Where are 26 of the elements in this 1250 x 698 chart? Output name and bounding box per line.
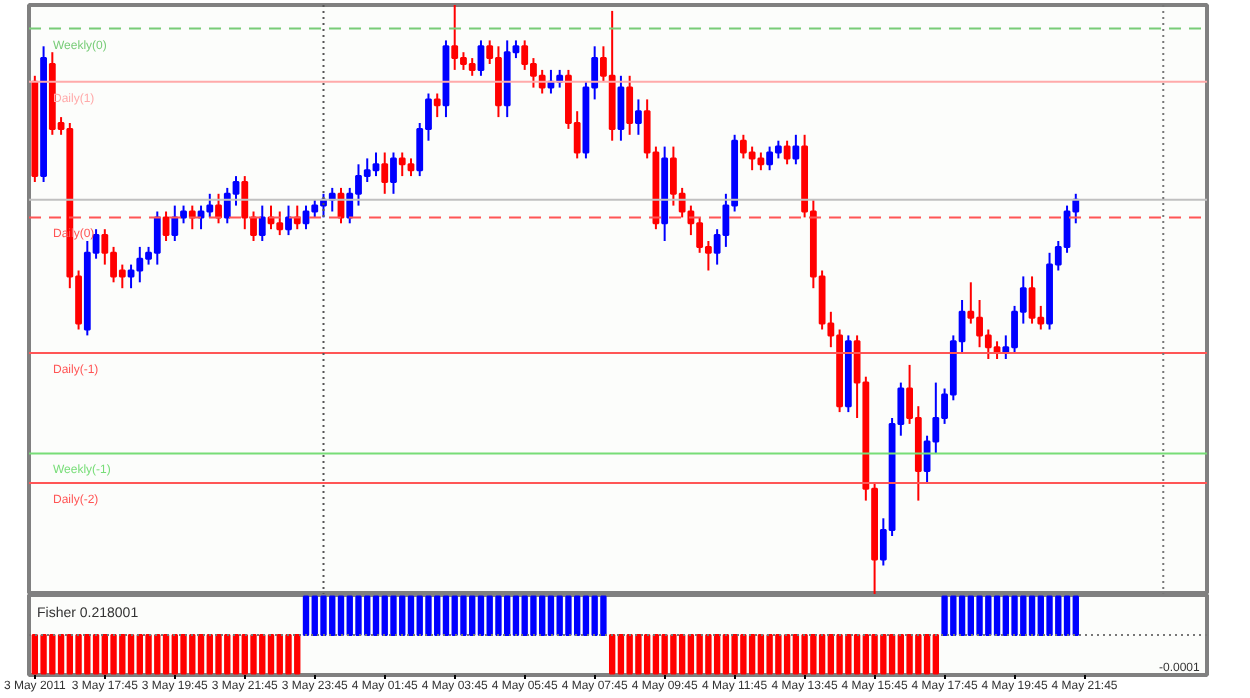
candlestick	[451, 5, 459, 71]
candlestick	[390, 151, 397, 195]
candlestick	[162, 210, 170, 242]
candlestick	[1028, 275, 1036, 325]
candlestick	[398, 151, 406, 178]
candlestick	[206, 192, 214, 219]
candlestick	[521, 39, 529, 71]
candlestick	[766, 145, 774, 172]
candlestick	[381, 151, 389, 195]
candlestick	[372, 151, 380, 178]
candlestick	[783, 139, 791, 166]
candlestick	[477, 39, 485, 77]
candlestick	[153, 210, 161, 266]
candlestick	[433, 92, 441, 119]
candlestick	[748, 145, 756, 172]
candlestick	[792, 133, 800, 166]
candlestick	[626, 74, 634, 136]
candlestick	[285, 204, 292, 237]
candlestick	[136, 245, 144, 284]
candlestick	[635, 98, 642, 136]
candlestick	[258, 204, 266, 242]
candlestick	[241, 175, 249, 231]
candlestick	[171, 204, 179, 242]
candlestick	[223, 186, 231, 225]
candlestick	[250, 210, 257, 242]
candlestick	[276, 210, 284, 237]
